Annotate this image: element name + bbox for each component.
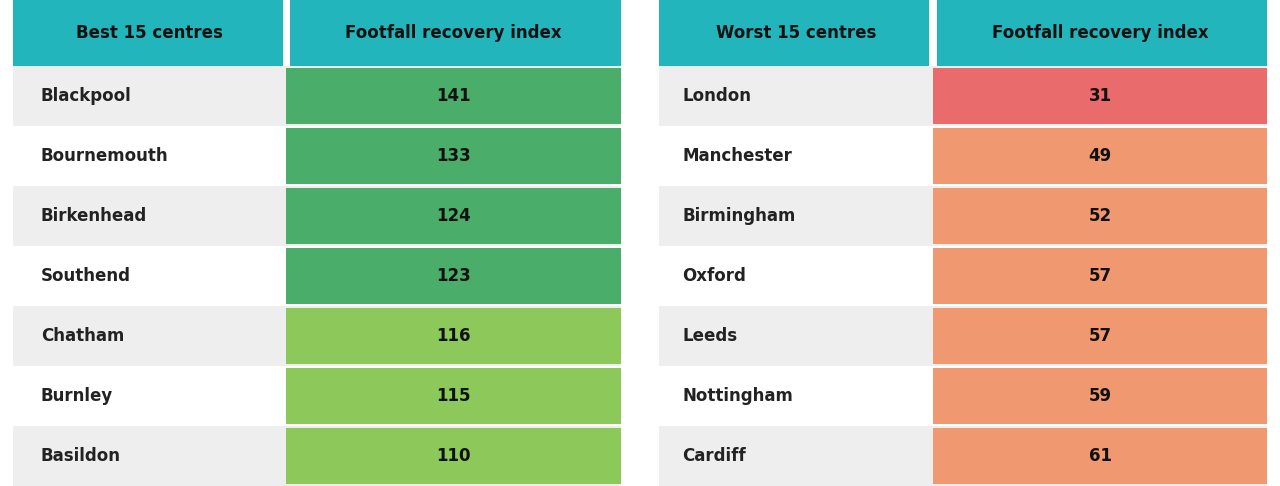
Bar bbox=[13, 126, 287, 186]
Bar bbox=[933, 186, 1267, 246]
Text: 59: 59 bbox=[1088, 387, 1111, 405]
Bar bbox=[283, 0, 291, 66]
Bar bbox=[287, 66, 621, 126]
Text: Manchester: Manchester bbox=[682, 147, 792, 165]
Text: 116: 116 bbox=[436, 327, 471, 345]
Bar bbox=[933, 366, 1267, 426]
Text: Chatham: Chatham bbox=[41, 327, 124, 345]
Bar bbox=[659, 306, 933, 366]
Bar bbox=[933, 188, 1267, 244]
Bar bbox=[287, 308, 621, 364]
Text: Leeds: Leeds bbox=[682, 327, 737, 345]
Bar bbox=[933, 306, 1267, 366]
Bar bbox=[13, 246, 287, 306]
Text: 124: 124 bbox=[436, 207, 471, 225]
Bar bbox=[13, 186, 287, 246]
Text: Best 15 centres: Best 15 centres bbox=[77, 24, 223, 42]
Bar bbox=[933, 426, 1267, 486]
Bar bbox=[287, 246, 621, 306]
Bar bbox=[933, 246, 1267, 306]
Bar bbox=[659, 246, 933, 306]
Bar bbox=[933, 68, 1267, 124]
Bar bbox=[287, 248, 621, 304]
Text: 115: 115 bbox=[436, 387, 471, 405]
Text: Birmingham: Birmingham bbox=[682, 207, 796, 225]
Bar bbox=[13, 426, 287, 486]
Bar bbox=[287, 428, 621, 484]
Bar bbox=[659, 0, 933, 66]
Bar bbox=[933, 308, 1267, 364]
Text: London: London bbox=[682, 87, 751, 104]
Bar bbox=[929, 0, 937, 66]
Text: 49: 49 bbox=[1088, 147, 1111, 165]
Text: 141: 141 bbox=[436, 87, 471, 104]
Text: 31: 31 bbox=[1088, 87, 1111, 104]
Bar bbox=[13, 366, 287, 426]
Text: Footfall recovery index: Footfall recovery index bbox=[992, 24, 1208, 42]
Text: 57: 57 bbox=[1088, 327, 1111, 345]
Bar bbox=[933, 248, 1267, 304]
Bar bbox=[287, 306, 621, 366]
Bar bbox=[933, 66, 1267, 126]
Text: Bournemouth: Bournemouth bbox=[41, 147, 169, 165]
Text: Southend: Southend bbox=[41, 267, 131, 285]
Bar bbox=[287, 0, 621, 66]
Text: Worst 15 centres: Worst 15 centres bbox=[716, 24, 877, 42]
Bar bbox=[13, 66, 287, 126]
Text: 133: 133 bbox=[436, 147, 471, 165]
Bar bbox=[287, 426, 621, 486]
Bar bbox=[659, 66, 933, 126]
Bar bbox=[13, 0, 287, 66]
Text: 123: 123 bbox=[436, 267, 471, 285]
Bar bbox=[933, 368, 1267, 424]
Bar bbox=[287, 368, 621, 424]
Bar bbox=[659, 0, 1267, 486]
Text: Oxford: Oxford bbox=[682, 267, 746, 285]
Bar bbox=[933, 128, 1267, 184]
Bar bbox=[287, 128, 621, 184]
Bar bbox=[659, 186, 933, 246]
Text: 61: 61 bbox=[1088, 447, 1111, 465]
Text: Footfall recovery index: Footfall recovery index bbox=[346, 24, 562, 42]
Text: 52: 52 bbox=[1088, 207, 1111, 225]
Text: Blackpool: Blackpool bbox=[41, 87, 132, 104]
Text: Basildon: Basildon bbox=[41, 447, 122, 465]
Text: Burnley: Burnley bbox=[41, 387, 113, 405]
Bar bbox=[287, 366, 621, 426]
Bar bbox=[659, 366, 933, 426]
Bar bbox=[287, 126, 621, 186]
Text: 57: 57 bbox=[1088, 267, 1111, 285]
Bar bbox=[287, 68, 621, 124]
Bar bbox=[933, 0, 1267, 66]
Text: 110: 110 bbox=[436, 447, 471, 465]
Bar bbox=[933, 126, 1267, 186]
Bar bbox=[287, 186, 621, 246]
Bar bbox=[933, 428, 1267, 484]
Text: Nottingham: Nottingham bbox=[682, 387, 794, 405]
Bar bbox=[659, 126, 933, 186]
Bar bbox=[13, 0, 621, 486]
Text: Cardiff: Cardiff bbox=[682, 447, 746, 465]
Bar bbox=[659, 426, 933, 486]
Bar bbox=[287, 188, 621, 244]
Bar bbox=[13, 306, 287, 366]
Text: Birkenhead: Birkenhead bbox=[41, 207, 147, 225]
